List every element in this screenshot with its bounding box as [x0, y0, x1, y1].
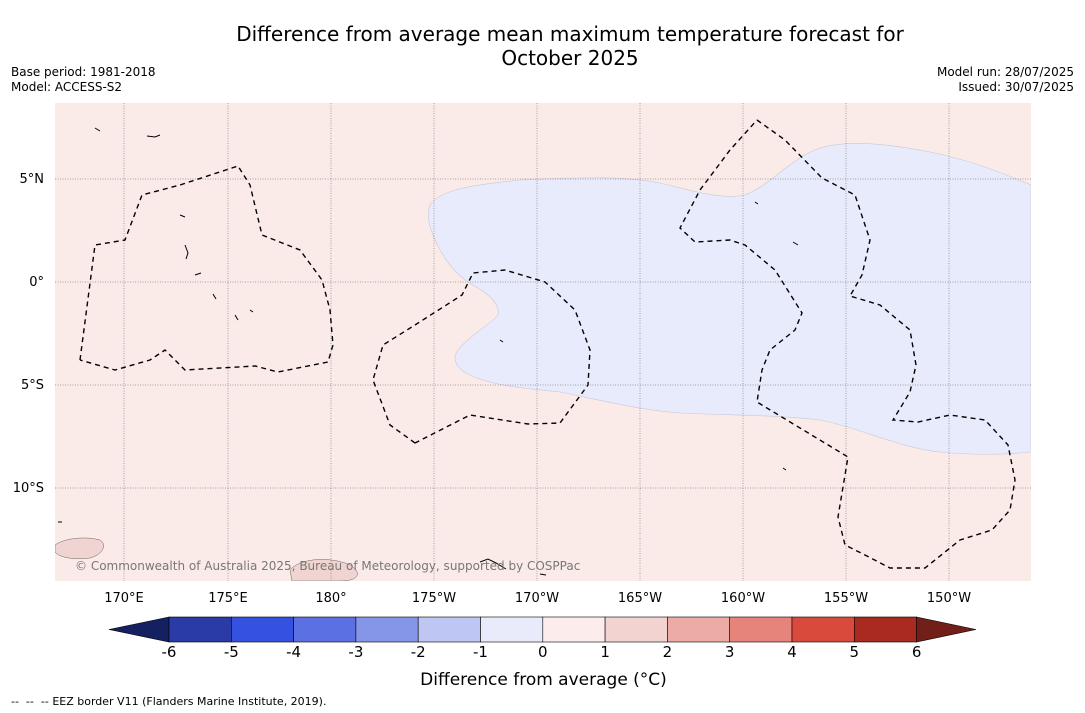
issued-label: Issued: 30/07/2025: [958, 80, 1074, 94]
title-line-1: Difference from average mean maximum tem…: [236, 22, 904, 46]
colorbar-tick-label: 2: [662, 643, 673, 661]
latitude-label: 10°S: [13, 481, 44, 496]
longitude-label: 160°W: [721, 591, 765, 606]
longitude-label: 175°E: [208, 591, 248, 606]
colorbar-segment: [667, 616, 731, 643]
graticule: [55, 103, 1031, 581]
longitude-label: 170°W: [515, 591, 559, 606]
island-cook-area: [289, 559, 358, 581]
title-line-2: October 2025: [501, 46, 639, 70]
meta-left: Base period: 1981-2018 Model: ACCESS-S2: [11, 65, 156, 95]
colorbar-tick-label: 5: [849, 643, 860, 661]
eez-legend-text: EEZ border V11 (Flanders Marine Institut…: [52, 695, 327, 708]
latitude-label: 0°: [29, 275, 44, 290]
colorbar-segment: [542, 616, 606, 643]
colorbar-segment: [231, 616, 294, 643]
longitude-label: 155°W: [824, 591, 868, 606]
small-islands: [58, 127, 799, 576]
latitude-labels: 5°N 0° 5°S 10°S: [13, 172, 44, 496]
map-content: © Commonwealth of Australia 2025, Bureau…: [55, 103, 1031, 581]
colorbar-segment: [604, 616, 668, 643]
colorbar-extend-low: [108, 616, 170, 643]
base-period-label: Base period: 1981-2018: [11, 65, 156, 79]
colorbar-segment: [853, 616, 917, 643]
eez-legend: -- -- -- EEZ border V11 (Flanders Marine…: [11, 695, 326, 708]
longitude-label: 180°: [315, 591, 346, 606]
colorbar-title: Difference from average (°C): [420, 670, 667, 690]
copyright-notice: © Commonwealth of Australia 2025, Bureau…: [75, 559, 580, 573]
colorbar: [108, 616, 977, 643]
latitude-label: 5°S: [21, 378, 44, 393]
island-samoa-area: [55, 537, 104, 559]
longitude-labels: 170°E 175°E 180° 175°W 170°W 165°W 160°W 155°W 1…: [104, 591, 971, 606]
longitude-label: 150°W: [927, 591, 971, 606]
colorbar-tick-label: -4: [286, 643, 302, 661]
colorbar-tick-label: -1: [473, 643, 488, 661]
eez-legend-symbol: -- -- --: [11, 695, 49, 708]
colorbar-segment: [293, 616, 357, 643]
colorbar-tick-label: 4: [787, 643, 797, 661]
longitude-label: 175°W: [412, 591, 456, 606]
colorbar-tick-label: -3: [348, 643, 364, 661]
eez-kiribati-phoenix: [372, 269, 591, 444]
longitude-label: 170°E: [104, 591, 144, 606]
colorbar-tick-label: 3: [724, 643, 735, 661]
latitude-label: 5°N: [20, 172, 45, 187]
colorbar-segment: [168, 616, 232, 643]
longitude-label: 165°W: [618, 591, 662, 606]
colorbar-tick-label: 6: [911, 643, 922, 661]
cool-anomaly-region: [428, 143, 1031, 455]
eez-kiribati-line: [679, 119, 1016, 569]
colorbar-tick-label: -2: [410, 643, 426, 661]
map-title: Difference from average mean maximum tem…: [120, 22, 1020, 70]
colorbar-segment: [417, 616, 481, 643]
model-label: Model: ACCESS-S2: [11, 80, 123, 94]
colorbar-tick-label: 0: [538, 643, 548, 661]
colorbar-tick-label: 1: [600, 643, 610, 661]
colorbar-tick-label: -6: [161, 643, 177, 661]
colorbar-segment: [729, 616, 793, 643]
colorbar-tick-label: -5: [223, 643, 239, 661]
colorbar-segment: [480, 616, 544, 643]
meta-right: Model run: 28/07/2025 Issued: 30/07/2025: [937, 65, 1074, 95]
model-run-label: Model run: 28/07/2025: [936, 65, 1074, 79]
colorbar-segment: [355, 616, 419, 643]
eez-kiribati-gilbert: [79, 165, 334, 373]
colorbar-segment: [791, 616, 855, 643]
colorbar-extend-high: [916, 616, 977, 643]
eez-borders: [79, 119, 1016, 569]
